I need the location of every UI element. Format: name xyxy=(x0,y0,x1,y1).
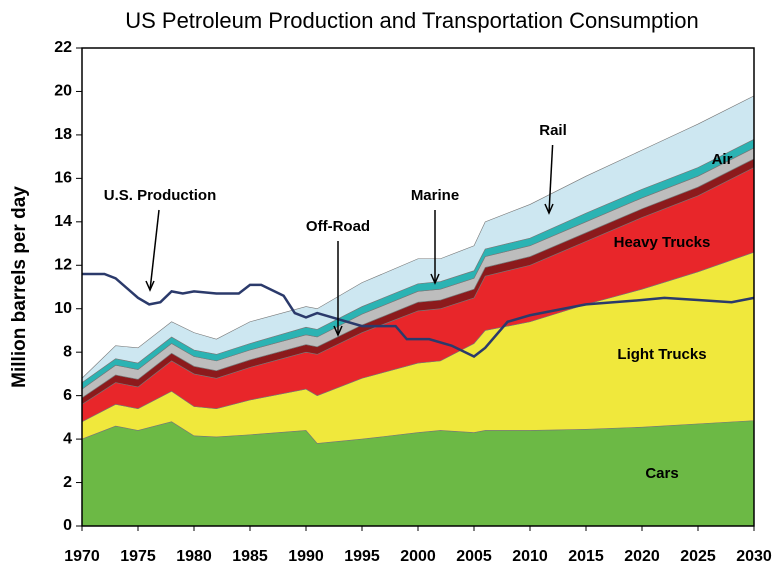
arrow-shaft xyxy=(149,209,160,291)
series-label: U.S. Production xyxy=(104,187,217,204)
y-tick-label: 22 xyxy=(54,39,72,56)
y-tick-label: 12 xyxy=(54,256,72,273)
series-label: Rail xyxy=(539,122,567,139)
arrow-head xyxy=(333,325,343,337)
series-label: Heavy Trucks xyxy=(614,234,711,251)
series-label: Light Trucks xyxy=(617,346,706,363)
arrow-head xyxy=(430,273,440,285)
chart-title: US Petroleum Production and Transportati… xyxy=(125,8,699,33)
y-tick-label: 4 xyxy=(63,430,72,447)
y-tick-label: 14 xyxy=(54,213,72,230)
x-tick-label: 2025 xyxy=(680,548,716,565)
y-tick-label: 16 xyxy=(54,170,72,187)
x-tick-label: 1975 xyxy=(120,548,156,565)
series-label: Air xyxy=(712,151,733,168)
x-tick-label: 2015 xyxy=(568,548,604,565)
x-tick-label: 2005 xyxy=(456,548,492,565)
x-tick-label: 1995 xyxy=(344,548,380,565)
x-tick-label: 2000 xyxy=(400,548,436,565)
x-tick-label: 1990 xyxy=(288,548,324,565)
y-tick-label: 2 xyxy=(63,474,72,491)
y-tick-label: 18 xyxy=(54,126,72,143)
x-tick-label: 1985 xyxy=(232,548,268,565)
y-axis-label: Million barrels per day xyxy=(9,186,30,388)
production-line xyxy=(82,272,755,358)
series-label: Marine xyxy=(411,187,459,204)
x-tick-label: 2030 xyxy=(736,548,772,565)
y-tick-label: 6 xyxy=(63,387,72,404)
x-tick-label: 2010 xyxy=(512,548,548,565)
x-tick-label: 1970 xyxy=(64,548,100,565)
arrow-head xyxy=(544,203,554,215)
y-tick-label: 20 xyxy=(54,83,72,100)
y-tick-label: 8 xyxy=(63,343,72,360)
x-tick-label: 1980 xyxy=(176,548,212,565)
arrow-shaft xyxy=(548,144,554,214)
x-tick-label: 2020 xyxy=(624,548,660,565)
y-tick-label: 0 xyxy=(63,517,72,534)
series-label: Off-Road xyxy=(306,218,370,235)
series-label: Cars xyxy=(645,465,678,482)
y-tick-label: 10 xyxy=(54,300,72,317)
arrow-head xyxy=(145,280,155,292)
